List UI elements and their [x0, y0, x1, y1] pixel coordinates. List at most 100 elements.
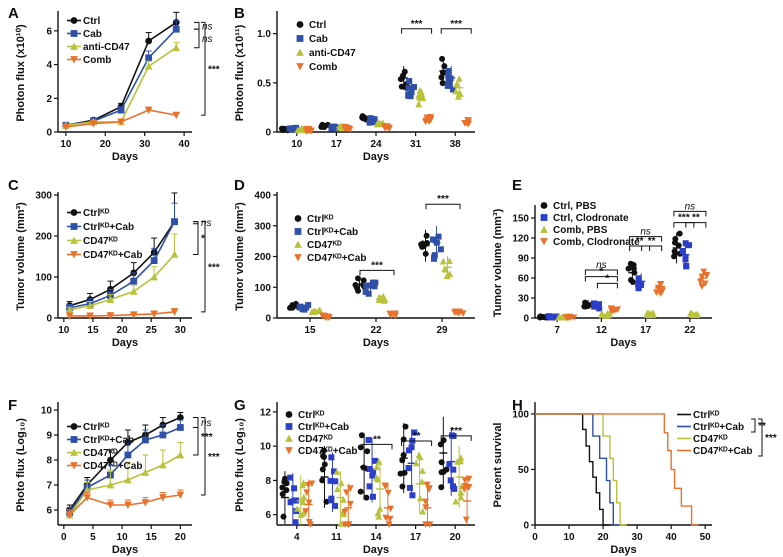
x-axis-title: Days	[363, 337, 389, 349]
legend-marker	[540, 225, 548, 233]
data-point	[447, 477, 454, 484]
survival-curve	[535, 413, 621, 526]
sig-bracket	[194, 28, 200, 49]
data-point	[86, 312, 94, 320]
data-point	[145, 54, 153, 62]
data-point	[360, 115, 367, 122]
data-point	[343, 489, 350, 497]
data-point	[363, 282, 370, 289]
data-point	[170, 250, 179, 258]
series-CD47ᴷᴰ+Cab	[65, 489, 185, 519]
panel-label-F: F	[8, 397, 17, 414]
data-point	[299, 498, 307, 506]
y-axis-title: Photon flux (x10¹⁰)	[15, 24, 27, 122]
data-point	[439, 80, 446, 87]
data-point	[676, 230, 683, 237]
x-axis-title: Days	[363, 544, 389, 556]
data-point	[416, 494, 424, 502]
y-tick-label: 300	[35, 191, 52, 202]
data-point	[176, 424, 184, 431]
data-point	[369, 279, 376, 286]
data-point	[170, 308, 179, 316]
x-tick-label: 22	[684, 325, 696, 336]
panel-label-C: C	[8, 177, 19, 194]
data-point	[364, 448, 371, 455]
series-anti-CD47	[294, 75, 464, 134]
data-point	[444, 82, 451, 89]
x-axis-title: Days	[112, 544, 138, 556]
data-point	[106, 501, 115, 509]
sig-label: ns	[201, 218, 212, 229]
data-point	[117, 118, 125, 126]
series-Comb, Clodronate	[563, 268, 711, 322]
data-point	[355, 287, 362, 294]
data-point	[287, 499, 294, 506]
legend-marker	[70, 42, 78, 50]
data-point	[686, 242, 693, 249]
data-point	[150, 257, 158, 264]
data-point	[339, 496, 347, 503]
legend-label: CD47ᴷᴰ+Cab	[298, 446, 357, 457]
data-point	[300, 493, 308, 501]
data-point	[65, 312, 74, 320]
data-point	[176, 491, 185, 499]
series-line	[69, 253, 176, 311]
x-tick-label: 20	[100, 139, 112, 150]
x-axis-title: Days	[112, 151, 138, 163]
data-point	[437, 441, 444, 448]
sig-label: ***	[450, 19, 462, 30]
data-point	[422, 498, 430, 506]
legend-marker	[70, 251, 78, 259]
survival-curve	[535, 413, 627, 526]
data-point	[450, 466, 457, 473]
data-point	[369, 493, 376, 500]
data-point	[89, 120, 98, 128]
data-point	[124, 451, 132, 459]
sig-bracket	[193, 417, 199, 428]
sig-label: **	[692, 213, 700, 224]
x-tick-label: 5	[90, 532, 96, 543]
data-point	[418, 478, 426, 485]
data-point	[347, 500, 354, 508]
legend-label: Ctrlᴷᴰ+Cab	[693, 422, 744, 433]
data-point	[83, 494, 91, 502]
data-point	[86, 301, 94, 310]
legend-marker	[294, 240, 302, 248]
sig-bracket	[359, 269, 395, 276]
y-tick-label: 6	[46, 26, 52, 37]
panel-G: 6 8 10 12 Days Photo flux (Log₁₀) 4 11 14 17 20 Ctr…	[234, 402, 475, 556]
data-point	[129, 311, 138, 319]
x-tick-label: 38	[450, 139, 462, 150]
x-tick-label: 17	[640, 325, 652, 336]
panel-label-D: D	[234, 177, 245, 194]
panel-B: 0 0.5 1.0 Days Photon flux (x10¹¹) 10 17 24 31 38…	[234, 11, 475, 163]
panel-E: 0 30 60 90 120 150 Days Tumor volume (mm³) 7 12 17…	[492, 201, 712, 349]
data-point	[357, 488, 364, 495]
data-point	[399, 483, 406, 490]
legend-marker	[294, 215, 302, 222]
sig-label: *	[201, 234, 205, 245]
sig-bracket	[401, 28, 433, 34]
data-point	[401, 68, 408, 75]
data-point	[299, 306, 306, 313]
data-point	[159, 494, 167, 502]
data-point	[366, 466, 373, 473]
data-point	[286, 304, 293, 311]
x-tick-label: 50	[700, 532, 712, 543]
x-axis-title: Days	[112, 337, 138, 349]
y-tick-label: 100	[254, 283, 271, 294]
x-tick-label: 40	[179, 139, 191, 150]
data-point	[65, 511, 74, 519]
x-tick-label: 25	[146, 325, 158, 336]
data-point	[337, 520, 345, 527]
data-point	[372, 457, 379, 464]
legend-label: Ctrlᴷᴰ	[298, 410, 325, 421]
x-tick-label: 15	[87, 325, 99, 336]
x-tick-label: 30	[632, 532, 644, 543]
y-tick-label: 100	[35, 273, 52, 284]
y-tick-label: 12	[260, 407, 272, 418]
sig-label: ***	[765, 433, 777, 444]
